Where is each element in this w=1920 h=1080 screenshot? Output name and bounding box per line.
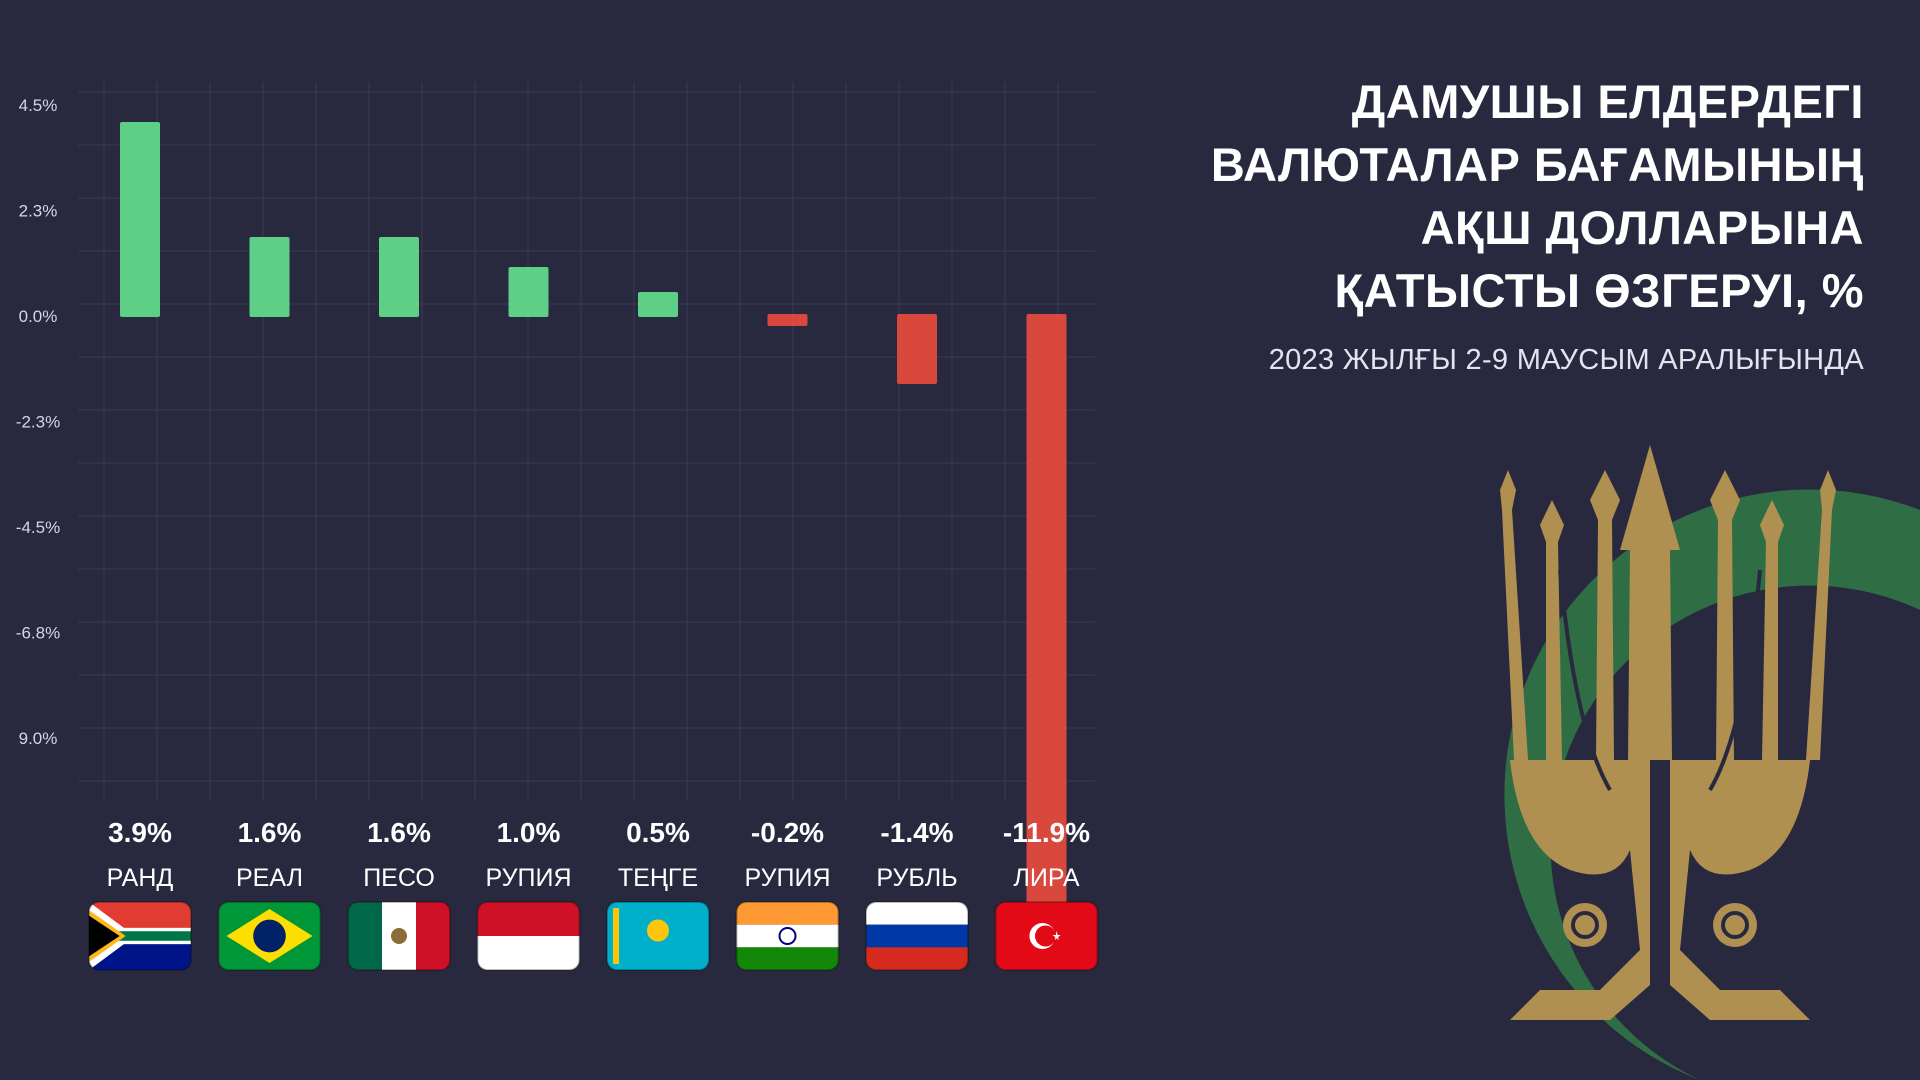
chart-subtitle: 2023 ЖЫЛҒЫ 2-9 МАУСЫМ АРАЛЫҒЫНДА	[1268, 344, 1864, 376]
value-label: -11.9%	[1003, 817, 1090, 848]
logo-emblem-lines	[1558, 569, 1762, 939]
bar	[767, 314, 808, 326]
chart-title-block: ДАМУШЫ ЕЛДЕРДЕГІ ВАЛЮТАЛАР БАҒАМЫНЫҢ АҚШ…	[1044, 70, 1864, 377]
y-tick-label: -4.5%	[16, 518, 60, 537]
chart-title-line-4: ҚАТЫСТЫ ӨЗГЕРУІ, %	[1334, 264, 1864, 317]
y-tick-label: -6.8%	[16, 624, 60, 643]
y-tick-label: 9.0%	[19, 729, 58, 748]
category-label: ПЕСО	[363, 864, 435, 892]
category-labels: РАНД РЕАЛ ПЕСО РУПИЯ ТЕҢГЕ РУПИЯ РУБЛЬ ЛИРА	[107, 864, 1080, 892]
value-label: 1.0%	[497, 817, 561, 848]
flags	[88, 901, 1099, 971]
bar	[638, 292, 678, 317]
bar	[249, 237, 290, 317]
y-tick-label: 0.0%	[19, 307, 58, 326]
category-label: РУПИЯ	[745, 864, 831, 892]
mexico-flag-icon	[347, 901, 451, 971]
category-label: РУПИЯ	[486, 864, 572, 892]
south-africa-flag-icon	[88, 901, 192, 971]
bar	[508, 267, 549, 317]
category-label: ЛИРА	[1013, 864, 1079, 892]
indonesia-flag-icon	[476, 901, 581, 971]
brazil-flag-icon	[217, 901, 322, 971]
kazakhstan-flag-icon	[606, 901, 710, 971]
value-label: -0.2%	[751, 817, 824, 848]
bars	[120, 122, 1067, 909]
y-axis-ticks: 4.5% 2.3% 0.0% -2.3% -4.5% -6.8% 9.0%	[16, 96, 60, 748]
value-label: 1.6%	[367, 817, 431, 848]
bar	[120, 122, 160, 317]
y-tick-label: -2.3%	[16, 413, 60, 432]
chart-title-line-2: ВАЛЮТАЛАР БАҒАМЫНЫҢ	[1210, 138, 1864, 191]
value-label: -1.4%	[880, 817, 953, 848]
russia-flag-icon	[865, 901, 969, 971]
bar	[897, 314, 937, 384]
bar	[1026, 314, 1067, 909]
chart-grid	[78, 82, 1095, 800]
value-label: 3.9%	[108, 817, 172, 848]
value-label: 1.6%	[238, 817, 302, 848]
category-label: РУБЛЬ	[876, 864, 957, 892]
chart-title-line-1: ДАМУШЫ ЕЛДЕРДЕГІ	[1351, 75, 1864, 128]
bar	[379, 237, 419, 317]
y-tick-label: 2.3%	[19, 202, 58, 221]
category-label: РАНД	[107, 864, 174, 892]
category-label: ТЕҢГЕ	[618, 864, 698, 892]
chart-title-line-3: АҚШ ДОЛЛАРЫНА	[1420, 201, 1864, 254]
value-label: 0.5%	[626, 817, 690, 848]
value-labels: 3.9% 1.6% 1.6% 1.0% 0.5% -0.2% -1.4% -11.9%	[108, 817, 1090, 848]
category-label: РЕАЛ	[236, 864, 303, 892]
turkey-flag-icon	[994, 901, 1099, 971]
y-tick-label: 4.5%	[19, 96, 58, 115]
logo-green-notch	[1400, 760, 1460, 860]
india-flag-icon	[735, 901, 840, 971]
logo-gold-emblem	[1500, 445, 1836, 1020]
national-bank-logo	[1400, 445, 1920, 1080]
